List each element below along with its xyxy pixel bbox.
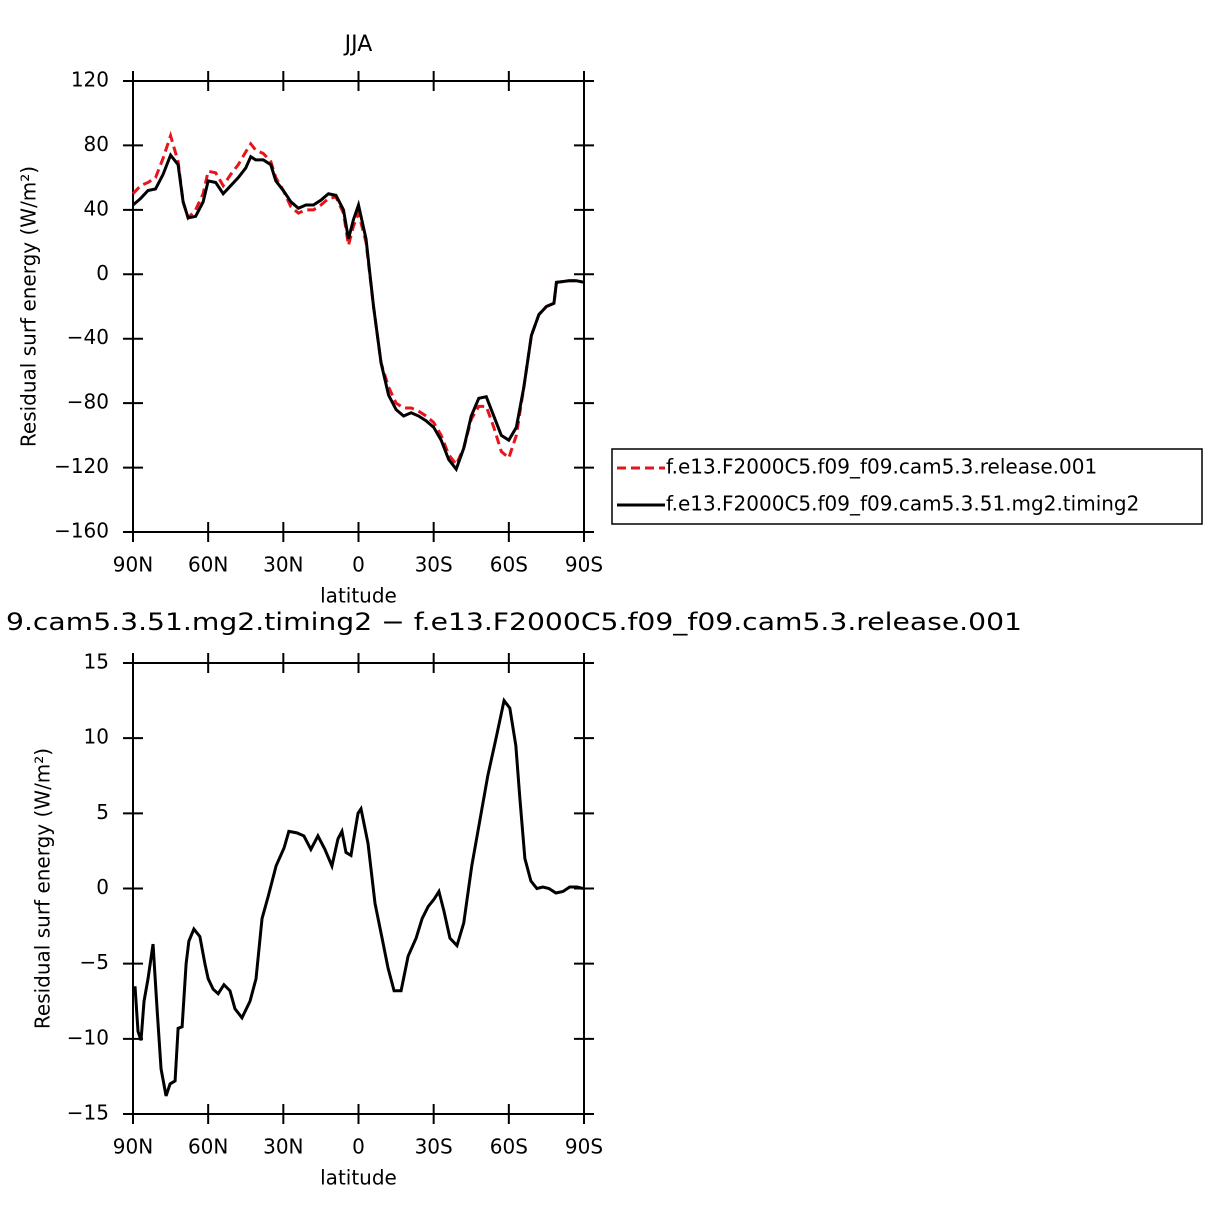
data-line: [132, 152, 585, 473]
y-tick-label: −120: [54, 454, 109, 478]
chart-title: 9.cam5.3.51.mg2.timing2 − f.e13.F2000C5.…: [6, 608, 1022, 636]
x-tick-label: 60N: [188, 1135, 228, 1159]
y-tick-label: 5: [96, 800, 109, 824]
plot-frame: [132, 80, 585, 533]
x-tick-label: 30N: [263, 553, 303, 577]
y-tick-label: 120: [71, 68, 109, 92]
y-axis-label: Residual surf energy (W/m²): [31, 748, 55, 1029]
x-tick-label: 90S: [565, 1135, 603, 1159]
x-tick-label: 0: [352, 1135, 365, 1159]
y-tick-label: −80: [67, 390, 109, 414]
x-tick-label: 90N: [113, 1135, 153, 1159]
x-tick-label: 0: [352, 553, 365, 577]
plot-frame: [132, 662, 585, 1115]
y-tick-label: 80: [84, 132, 109, 156]
y-tick-label: −10: [67, 1025, 109, 1049]
x-tick-label: 90S: [565, 553, 603, 577]
y-tick-label: 0: [96, 261, 109, 285]
x-tick-label: 30N: [263, 1135, 303, 1159]
legend-label: f.e13.F2000C5.f09_f09.cam5.3.51.mg2.timi…: [666, 492, 1139, 516]
y-axis-label: Residual surf energy (W/m²): [17, 166, 41, 447]
x-tick-label: 60S: [490, 1135, 528, 1159]
legend-label: f.e13.F2000C5.f09_f09.cam5.3.release.001: [666, 455, 1097, 479]
data-line: [131, 130, 585, 468]
x-tick-label: 90N: [113, 553, 153, 577]
y-tick-label: 15: [84, 650, 109, 674]
x-tick-label: 60N: [188, 553, 228, 577]
y-tick-label: −160: [54, 519, 109, 543]
x-tick-label: 30S: [415, 553, 453, 577]
data-line: [133, 697, 584, 1097]
y-tick-label: −15: [67, 1101, 109, 1125]
chart-title: JJA: [343, 32, 373, 57]
y-tick-label: 40: [84, 196, 109, 220]
x-axis-label: latitude: [320, 584, 397, 608]
x-tick-label: 60S: [490, 553, 528, 577]
y-tick-label: 0: [96, 875, 109, 899]
x-tick-label: 30S: [415, 1135, 453, 1159]
y-tick-label: −5: [80, 950, 109, 974]
x-axis-label: latitude: [320, 1166, 397, 1190]
y-tick-label: 10: [84, 725, 109, 749]
y-tick-label: −40: [67, 325, 109, 349]
legend-box: [611, 448, 1203, 525]
